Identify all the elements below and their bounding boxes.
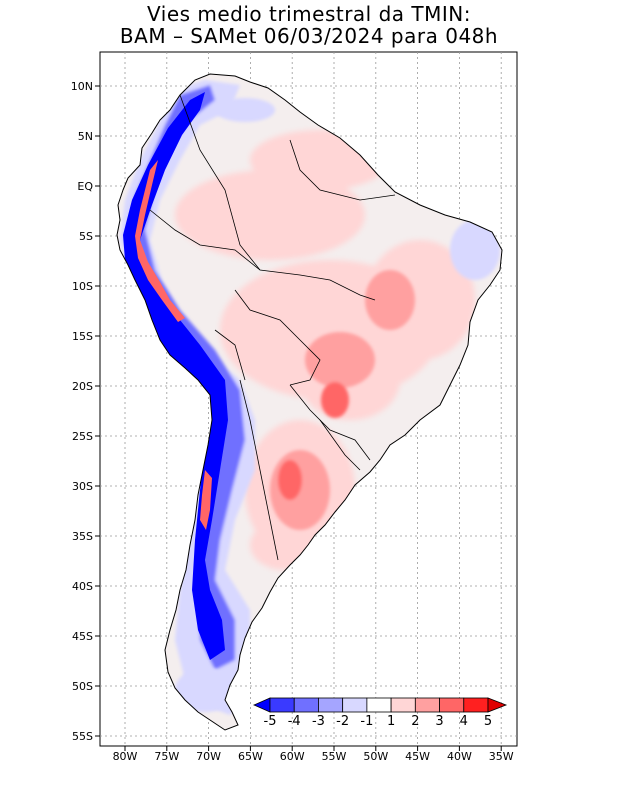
colorbar-box	[414, 697, 440, 713]
colorbar-box	[366, 697, 392, 713]
y-tick-label: 40S	[72, 580, 93, 593]
colorbar-box	[318, 697, 344, 713]
y-tick-label: 10S	[72, 280, 93, 293]
colorbar-box	[439, 697, 465, 713]
x-tick-label: 80W	[113, 750, 138, 763]
x-tick-label: 50W	[363, 750, 388, 763]
cold-region-caribbean	[215, 98, 275, 122]
x-tick-label: 55W	[322, 750, 347, 763]
colorbar-arrow-max	[487, 697, 508, 713]
y-tick-label: 15S	[72, 330, 93, 343]
colorbar-label: 1	[387, 714, 395, 729]
y-tick-label: 50S	[72, 680, 93, 693]
colorbar-label: 4	[460, 714, 468, 729]
y-tick-label: 25S	[72, 430, 93, 443]
colorbar-label: 2	[411, 714, 419, 729]
country-borders	[149, 94, 396, 561]
x-tick-label: 65W	[238, 750, 263, 763]
y-tick-label: EQ	[77, 180, 93, 193]
y-tick-label: 20S	[72, 380, 93, 393]
warm-crest-andes	[135, 160, 212, 530]
y-tick-label: 45S	[72, 630, 93, 643]
axes: 80W 75W 70W 65W 60W 55W 50W 45W 40W 35W 10N 5N EQ 5S 1…	[71, 80, 514, 763]
colorbar-label: -3	[312, 714, 325, 729]
y-tick-label: 35S	[72, 530, 93, 543]
colorbar-label: -2	[336, 714, 349, 729]
warm-region-east	[365, 240, 475, 360]
y-tick-label: 30S	[72, 480, 93, 493]
warm-peak-2	[278, 460, 302, 500]
y-tick-label: 5N	[78, 130, 93, 143]
warm-region-amazon	[175, 170, 365, 260]
cold-region-patagonia	[175, 668, 235, 712]
x-tick-label: 70W	[196, 750, 221, 763]
colorbar-label: 5	[484, 714, 492, 729]
x-tick-label: 35W	[489, 750, 514, 763]
colorbar-label: -4	[288, 714, 301, 729]
chart-title-line1: Vies medio trimestral da TMIN:	[147, 2, 471, 26]
cold-band-light	[120, 80, 255, 715]
x-tick-label: 40W	[447, 750, 472, 763]
colorbar-label: 3	[435, 714, 443, 729]
chart-title-line2: BAM – SAMet 06/03/2024 para 048h	[119, 24, 499, 48]
colorbar-box	[342, 697, 368, 713]
x-tick-label: 60W	[280, 750, 305, 763]
warm-peak-1	[321, 382, 349, 418]
colorbar-box	[390, 697, 416, 713]
cold-region-northeast	[450, 220, 500, 280]
y-tick-label: 5S	[79, 230, 93, 243]
colorbar-box	[293, 697, 319, 713]
colorbar: -5 -4 -3 -2 -1 1 2 3 4 5	[253, 697, 508, 729]
colorbar-box	[463, 697, 489, 713]
colorbar-label: -5	[264, 714, 277, 729]
x-tick-label: 45W	[405, 750, 430, 763]
colorbar-label: -1	[360, 714, 373, 729]
warm-core-1	[305, 332, 375, 388]
colorbar-box	[269, 697, 295, 713]
y-tick-label: 55S	[72, 730, 93, 743]
x-tick-label: 75W	[154, 750, 179, 763]
y-tick-label: 10N	[71, 80, 93, 93]
warm-core-2	[365, 270, 415, 330]
